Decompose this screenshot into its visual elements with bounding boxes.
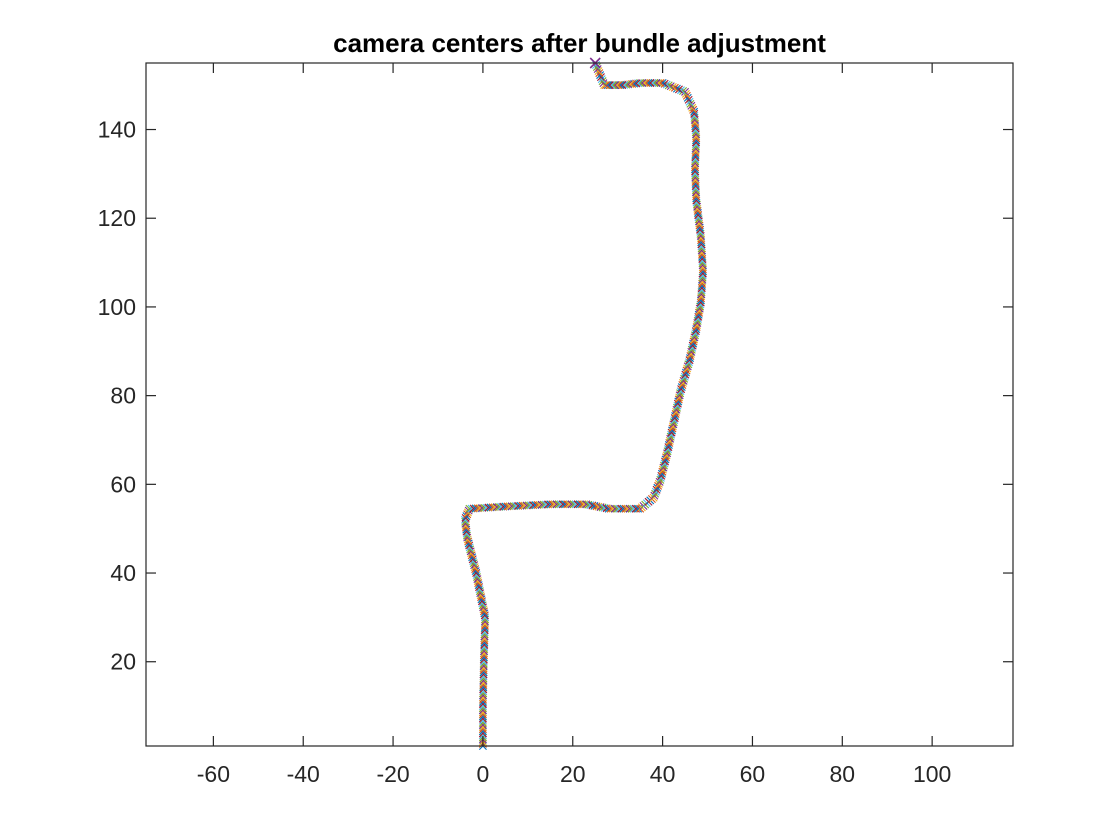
y-axis-ticks: 20 40 60 80 100 120 140 bbox=[98, 117, 1013, 675]
camera-center-marker bbox=[683, 93, 692, 102]
camera-center-marker bbox=[668, 83, 677, 91]
x-tick-label: 20 bbox=[560, 761, 586, 787]
axes bbox=[145, 62, 1014, 747]
camera-center-marker bbox=[599, 79, 608, 88]
y-tick-label: 40 bbox=[110, 560, 136, 586]
camera-center-marker bbox=[681, 87, 690, 96]
plot-area bbox=[460, 57, 708, 750]
camera-center-marker bbox=[676, 86, 685, 95]
y-tick-label: 20 bbox=[110, 649, 136, 675]
camera-center-marker bbox=[689, 105, 698, 114]
x-tick-label: -60 bbox=[197, 761, 230, 787]
camera-center-marker bbox=[595, 69, 604, 78]
y-tick-label: 120 bbox=[98, 205, 136, 231]
camera-center-marker bbox=[679, 87, 688, 96]
camera-center-marker bbox=[593, 65, 602, 74]
camera-center-marker bbox=[664, 81, 673, 90]
camera-center-marker bbox=[596, 71, 605, 80]
y-tick-label: 140 bbox=[98, 117, 136, 143]
camera-center-marker bbox=[688, 103, 697, 112]
y-tick-label: 60 bbox=[110, 471, 136, 497]
x-tick-label: -40 bbox=[287, 761, 320, 787]
x-tick-label: -20 bbox=[376, 761, 409, 787]
camera-center-marker bbox=[690, 107, 699, 116]
camera-center-marker bbox=[687, 101, 696, 110]
camera-center-marker bbox=[603, 81, 612, 90]
x-tick-label: 60 bbox=[740, 761, 766, 787]
x-tick-label: 40 bbox=[650, 761, 676, 787]
camera-center-marker bbox=[598, 77, 607, 86]
camera-center-marker bbox=[594, 67, 603, 76]
x-axis-ticks: -60 -40 -20 0 20 40 60 80 100 bbox=[197, 63, 951, 787]
camera-center-marker bbox=[685, 97, 694, 106]
x-tick-label: 80 bbox=[829, 761, 855, 787]
x-tick-label: 100 bbox=[913, 761, 951, 787]
y-tick-label: 100 bbox=[98, 294, 136, 320]
camera-center-marker bbox=[666, 82, 675, 91]
camera-center-marker bbox=[674, 85, 683, 94]
axes-box bbox=[145, 62, 1014, 747]
camera-center-marker bbox=[670, 83, 679, 92]
camera-center-marker bbox=[672, 84, 681, 93]
y-tick-label: 80 bbox=[110, 383, 136, 409]
camera-center-marker bbox=[600, 81, 609, 90]
chart-title: camera centers after bundle adjustment bbox=[333, 28, 826, 58]
camera-center-marker bbox=[597, 75, 606, 84]
camera-center-marker bbox=[662, 80, 671, 89]
camera-center-marker bbox=[596, 73, 605, 82]
camera-center-marker bbox=[686, 99, 695, 108]
camera-center-marker bbox=[684, 95, 693, 104]
x-tick-label: 0 bbox=[477, 761, 490, 787]
